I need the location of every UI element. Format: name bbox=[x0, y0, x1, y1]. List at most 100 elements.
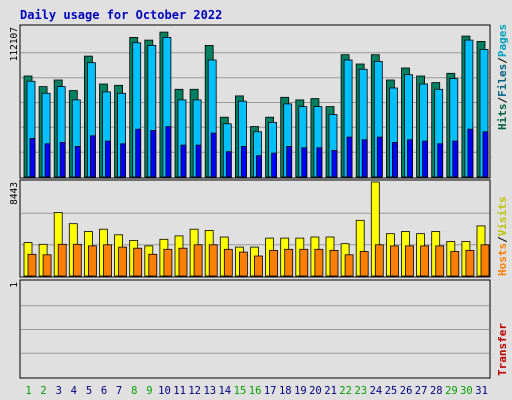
hosts-bar bbox=[254, 255, 263, 277]
ylabel-part: / bbox=[496, 236, 509, 243]
ylabel-part: Hits bbox=[496, 104, 509, 131]
pages-bar bbox=[195, 144, 202, 178]
day-label: 24 bbox=[370, 385, 383, 397]
ylabel-part: Files bbox=[496, 64, 509, 97]
pages-bar bbox=[240, 145, 247, 178]
pages-bar bbox=[271, 152, 278, 178]
ylabel-part: Transfer bbox=[496, 323, 509, 376]
middle-ytick-label: 8443 bbox=[9, 182, 20, 205]
day-label: 1 bbox=[25, 385, 31, 397]
hosts-bar bbox=[405, 245, 414, 277]
chart-title: Daily usage for October 2022 bbox=[20, 8, 222, 22]
pages-bar bbox=[482, 131, 489, 178]
hosts-bar bbox=[435, 245, 445, 277]
day-label: 31 bbox=[475, 385, 488, 397]
day-label: 20 bbox=[309, 385, 322, 397]
lower-ylabel: Transfer bbox=[496, 323, 509, 376]
hosts-bar bbox=[27, 253, 37, 277]
pages-bar bbox=[90, 135, 96, 178]
day-label: 18 bbox=[279, 385, 292, 397]
day-label: 17 bbox=[264, 385, 277, 397]
pages-bar bbox=[391, 141, 398, 178]
pages-bar bbox=[180, 144, 187, 178]
pages-bar bbox=[467, 128, 474, 178]
day-label: 25 bbox=[385, 385, 398, 397]
hosts-bar bbox=[329, 249, 339, 277]
day-label: 8 bbox=[131, 385, 137, 397]
pages-bar bbox=[74, 145, 81, 178]
day-label: 3 bbox=[56, 385, 62, 397]
hosts-bar bbox=[103, 244, 112, 277]
day-labels: 1 2 3 4 5 6 7 8 9 10 11 12 13 14 15 16 17 18 19 20 21 22 23 24 2… bbox=[25, 385, 487, 397]
pages-bar bbox=[331, 149, 338, 178]
pages-bar bbox=[105, 140, 111, 178]
hosts-bar bbox=[299, 248, 309, 277]
hosts-bar bbox=[359, 251, 369, 277]
upper-ylabel: Hits/Files/Pages bbox=[496, 24, 509, 130]
pages-bar bbox=[376, 136, 383, 178]
hosts-bar bbox=[284, 248, 294, 277]
day-label: 11 bbox=[173, 385, 186, 397]
middle-ylabel: Hosts/Visits bbox=[496, 197, 509, 277]
pages-bar bbox=[452, 140, 459, 178]
hosts-bar bbox=[148, 253, 158, 277]
hosts-bar bbox=[193, 244, 203, 277]
day-label: 9 bbox=[146, 385, 152, 397]
hosts-bar bbox=[223, 248, 233, 277]
day-label: 6 bbox=[101, 385, 107, 397]
ylabel-part: / bbox=[496, 57, 509, 64]
pages-bar bbox=[422, 140, 429, 178]
pages-bar bbox=[135, 128, 142, 178]
day-label: 16 bbox=[249, 385, 262, 397]
day-label: 19 bbox=[294, 385, 307, 397]
hosts-bar bbox=[57, 243, 67, 277]
day-label: 10 bbox=[158, 385, 171, 397]
bars bbox=[23, 31, 490, 277]
pages-bar bbox=[210, 132, 217, 178]
hosts-bar bbox=[238, 251, 248, 277]
ylabel-part: / bbox=[496, 97, 509, 104]
hosts-bar bbox=[178, 247, 188, 277]
pages-bar bbox=[301, 147, 308, 178]
hosts-bar bbox=[72, 243, 82, 277]
pages-bar bbox=[59, 141, 66, 178]
day-label: 30 bbox=[460, 385, 473, 397]
pages-bar bbox=[346, 136, 353, 178]
pages-bar bbox=[165, 126, 172, 178]
day-label: 13 bbox=[203, 385, 216, 397]
day-label: 15 bbox=[234, 385, 247, 397]
hosts-bar bbox=[42, 254, 52, 277]
day-label: 28 bbox=[430, 385, 443, 397]
day-label: 2 bbox=[40, 385, 46, 397]
hosts-bar bbox=[420, 245, 430, 277]
pages-bar bbox=[150, 130, 157, 178]
day-label: 12 bbox=[188, 385, 201, 397]
hosts-bar bbox=[465, 249, 475, 277]
day-label: 26 bbox=[400, 385, 413, 397]
pages-bar bbox=[44, 143, 51, 178]
hosts-bar bbox=[88, 245, 97, 277]
pages-bar bbox=[361, 139, 368, 178]
day-label: 23 bbox=[354, 385, 367, 397]
hosts-bar bbox=[163, 248, 173, 277]
day-label: 4 bbox=[71, 385, 77, 397]
hosts-bar bbox=[208, 244, 218, 277]
lower-ytick-label: 1 bbox=[9, 282, 20, 288]
ylabel-part: Pages bbox=[496, 24, 509, 57]
day-label: 21 bbox=[324, 385, 337, 397]
pages-bar bbox=[225, 151, 232, 178]
hosts-bar bbox=[314, 248, 324, 277]
hosts-bar bbox=[269, 249, 279, 277]
pages-bar bbox=[286, 145, 293, 178]
day-label: 29 bbox=[445, 385, 458, 397]
ylabel-part: Hosts bbox=[496, 243, 509, 276]
pages-bar bbox=[120, 143, 126, 178]
hosts-bar bbox=[450, 251, 460, 277]
pages-bar bbox=[437, 143, 444, 178]
day-label: 22 bbox=[339, 385, 352, 397]
day-label: 14 bbox=[218, 385, 231, 397]
ylabel-part: Visits bbox=[496, 197, 509, 237]
hosts-bar bbox=[133, 247, 143, 277]
hosts-bar bbox=[344, 254, 354, 277]
